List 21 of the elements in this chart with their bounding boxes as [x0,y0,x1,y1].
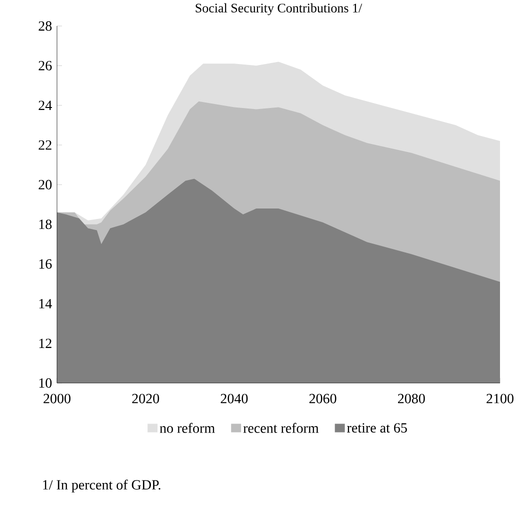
legend-label: recent reform [243,422,319,433]
y-tick-label: 18 [39,220,52,230]
y-tick-label: 22 [38,140,52,150]
legend-label: retire at 65 [347,423,407,433]
y-tick-label: 28 [38,21,52,31]
x-tick-label: 2040 [220,394,248,404]
legend-label: no reform [160,422,215,433]
y-tick-label: 16 [39,259,52,269]
text: 1/ In percent of GDP. [43,480,160,492]
chart-title: Social Security Contributions 1/ [196,3,362,16]
y-tick-label: 10 [39,378,52,388]
x-tick-label: 2080 [398,394,425,404]
x-tick-label: 2060 [309,394,336,404]
y-tick-label: 26 [38,60,52,70]
x-tick-label: 2000 [44,394,70,404]
x-tick-label: 2020 [132,394,160,404]
y-tick-label: 14 [39,299,52,308]
y-tick-label: 24 [38,100,52,110]
x-tick-label: 2100 [486,394,514,404]
y-tick-label: 12 [39,338,52,348]
y-tick-label: 20 [38,180,52,190]
